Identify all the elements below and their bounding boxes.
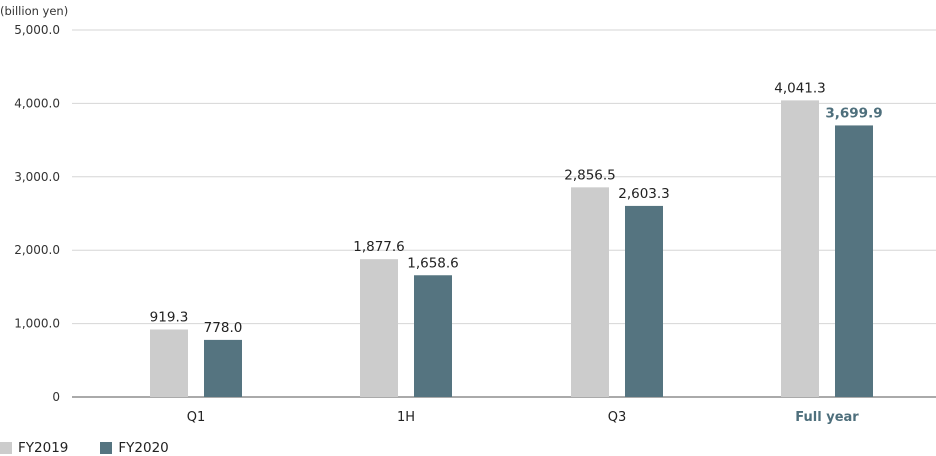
y-tick-label: 1,000.0 — [14, 317, 60, 331]
bar-fy2019-full-year — [781, 100, 819, 397]
bar-fy2020-1h — [414, 275, 452, 397]
legend-swatch-fy2019 — [0, 442, 12, 454]
y-tick-label: 5,000.0 — [14, 23, 60, 37]
x-tick-label: Full year — [795, 410, 859, 425]
data-label: 919.3 — [150, 310, 189, 326]
y-axis-unit-label: (billion yen) — [0, 4, 68, 18]
data-label: 4,041.3 — [774, 80, 826, 96]
data-label: 2,856.5 — [564, 167, 616, 183]
data-label: 1,877.6 — [353, 239, 405, 255]
legend-swatch-fy2020 — [100, 442, 113, 454]
legend-item-fy2020: FY2020 — [100, 440, 169, 456]
y-tick-label: 4,000.0 — [14, 96, 60, 110]
bar-fy2020-q1 — [204, 339, 242, 397]
data-label: 3,699.9 — [825, 105, 882, 121]
y-tick-label: 0 — [52, 390, 60, 404]
bar-fy2020-full-year — [835, 125, 873, 397]
data-label: 778.0 — [204, 320, 243, 336]
y-axis-ticks: 0 1,000.0 2,000.0 3,000.0 4,000.0 5,000.0 — [14, 23, 60, 404]
data-label: 2,603.3 — [618, 186, 670, 202]
x-tick-label: Q1 — [187, 410, 206, 425]
y-tick-label: 3,000.0 — [14, 170, 60, 184]
bar-fy2019-q1 — [150, 329, 188, 397]
bars — [150, 100, 873, 397]
legend: FY2019 FY2020 — [0, 440, 201, 456]
legend-label-fy2019: FY2019 — [18, 440, 69, 456]
data-labels: 919.3 778.0 1,877.61,658.6 2,856.52,603.3 4,… — [150, 80, 883, 336]
x-tick-label: 1H — [397, 410, 415, 425]
bar-fy2019-1h — [360, 259, 398, 397]
y-tick-label: 2,000.0 — [14, 243, 60, 257]
bar-chart: (billion yen) 0 1,000.0 2,000.0 3,000.0 4,00… — [0, 4, 936, 425]
x-tick-label: Q3 — [608, 410, 627, 425]
x-axis-ticks: Q1 1H Q3 Full year — [187, 410, 860, 425]
legend-label-fy2020: FY2020 — [118, 440, 169, 456]
bar-fy2019-q3 — [571, 187, 609, 397]
legend-item-fy2019: FY2019 — [0, 440, 68, 456]
data-label: 1,658.6 — [407, 255, 459, 271]
bar-fy2020-q3 — [625, 205, 663, 397]
